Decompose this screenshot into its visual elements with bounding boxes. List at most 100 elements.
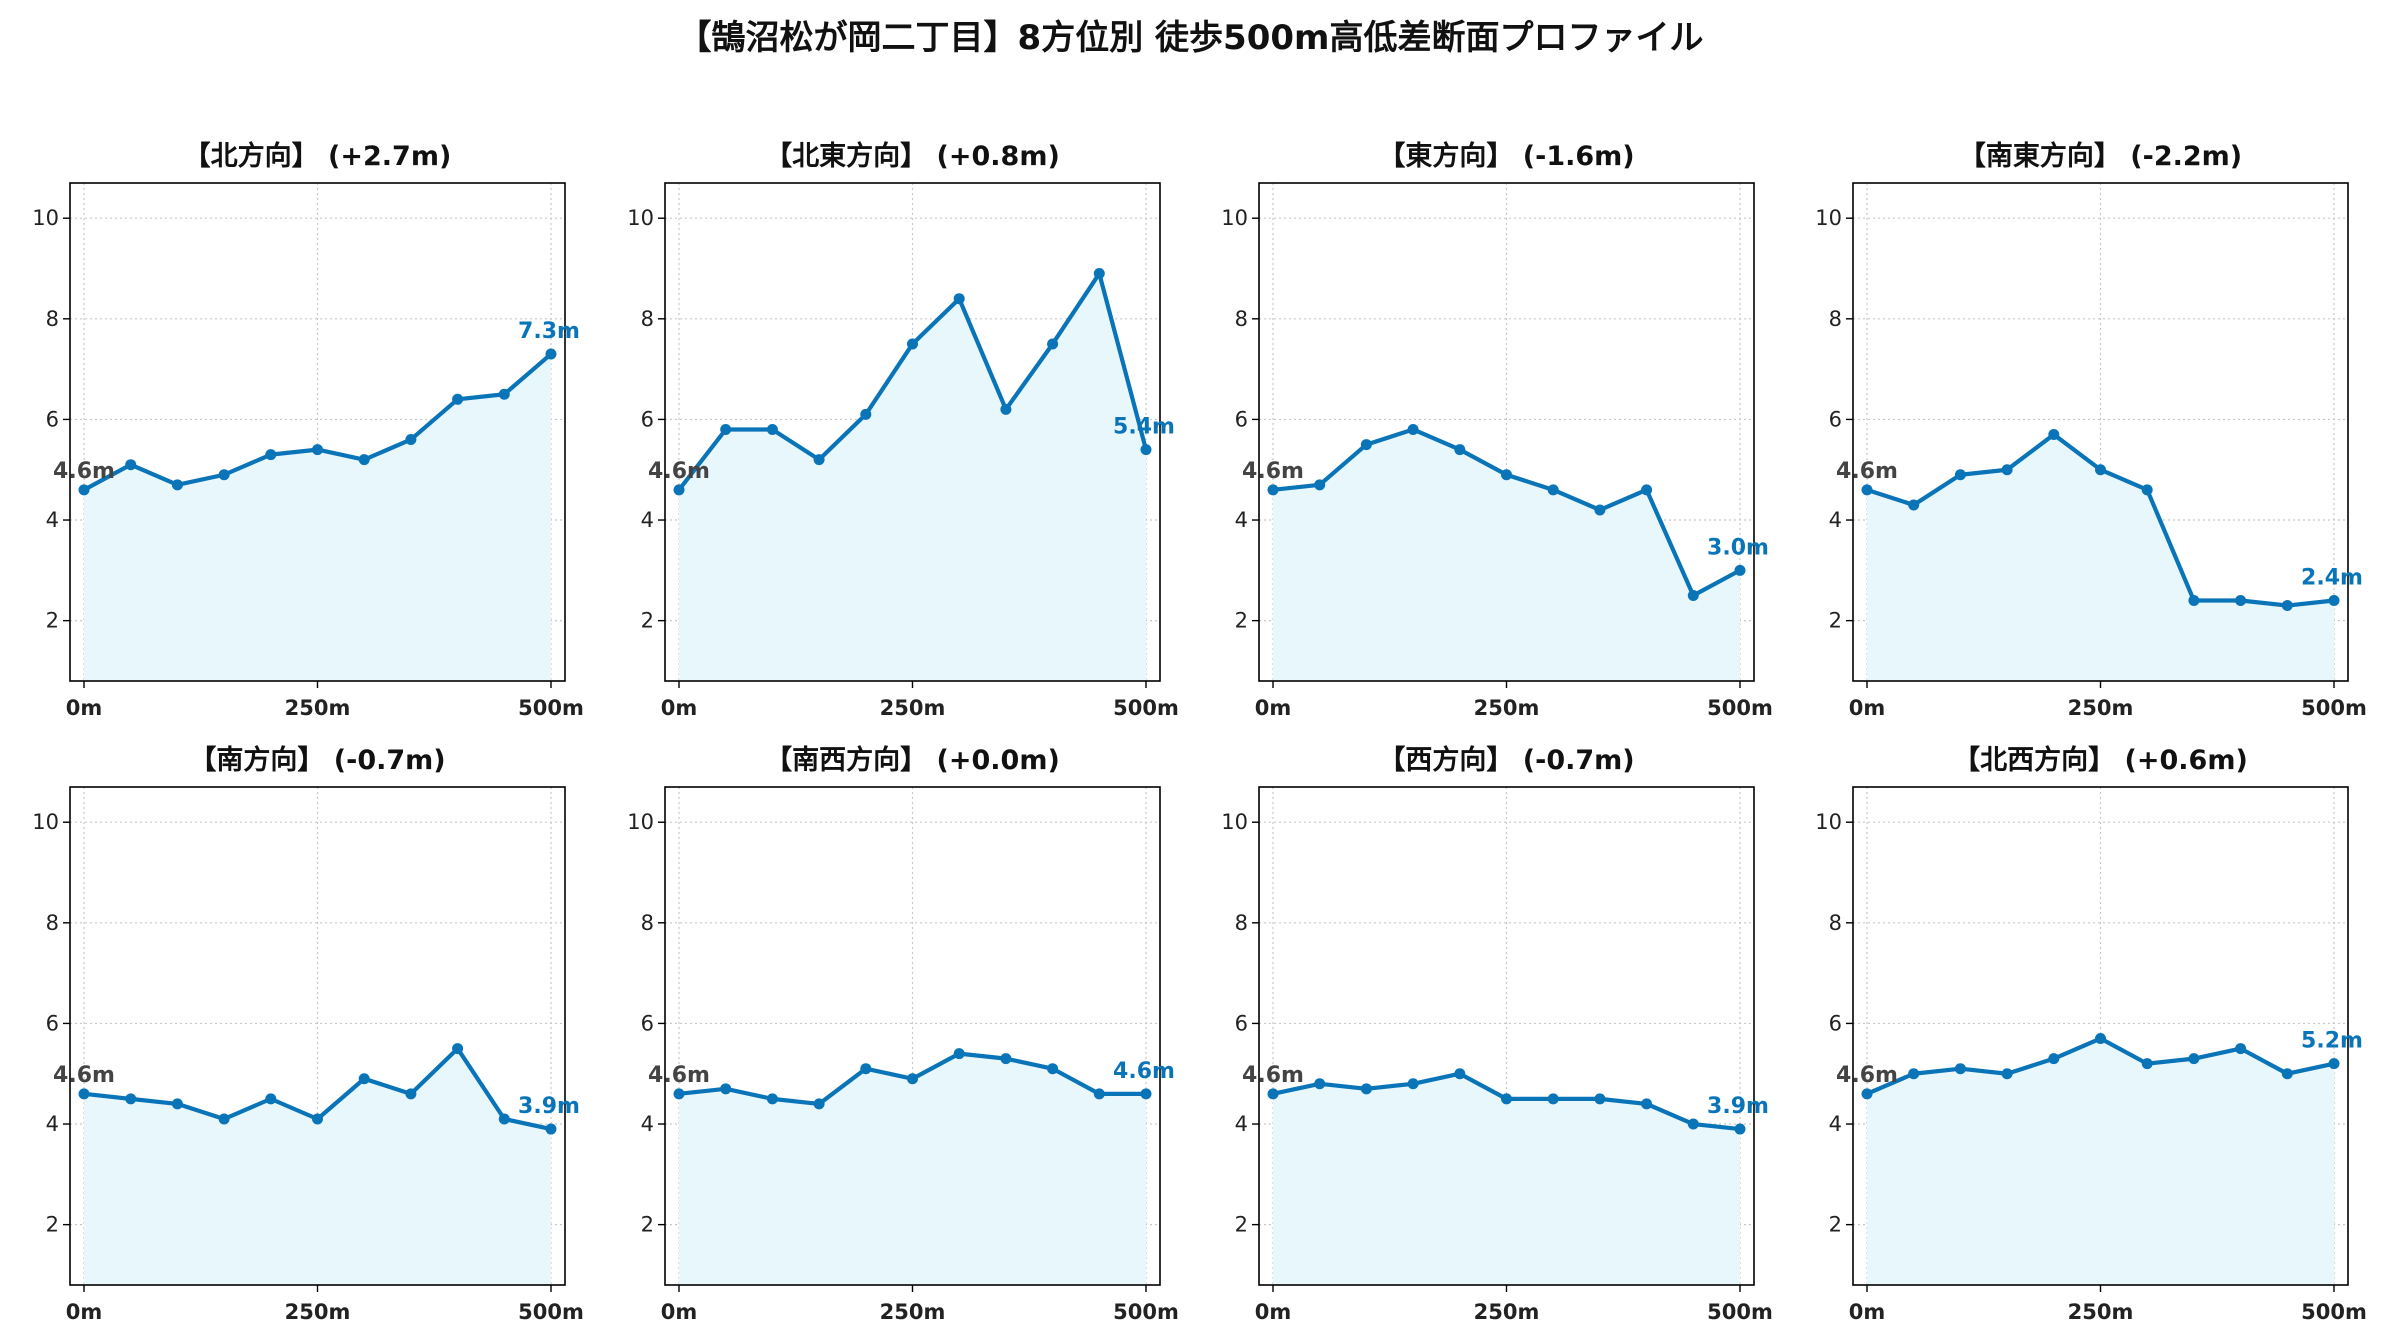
start-elevation-label: 4.6m	[1836, 459, 1898, 484]
data-point	[1360, 439, 1372, 451]
y-tick-label: 8	[1829, 307, 1842, 331]
area-fill	[1273, 1073, 1740, 1285]
data-point	[673, 1088, 685, 1100]
y-tick-label: 6	[1829, 1011, 1842, 1035]
data-point	[171, 1098, 183, 1110]
data-point	[171, 479, 183, 491]
chart-title: 【北西方向】 (+0.6m)	[1953, 744, 2248, 776]
x-tick-label: 250m	[880, 1300, 946, 1324]
data-point	[2188, 595, 2200, 607]
y-tick-label: 2	[1235, 1213, 1248, 1237]
data-point	[1454, 1068, 1466, 1080]
y-tick-label: 8	[46, 307, 59, 331]
data-point	[218, 469, 230, 481]
end-elevation-label: 7.3m	[518, 319, 580, 344]
x-tick-label: 250m	[2068, 696, 2134, 720]
data-point	[1093, 1088, 1105, 1100]
y-tick-label: 10	[1221, 206, 1248, 230]
y-tick-label: 6	[46, 1011, 59, 1035]
y-tick-label: 2	[641, 609, 654, 633]
y-tick-label: 8	[1235, 911, 1248, 935]
x-tick-label: 250m	[880, 696, 946, 720]
data-point	[720, 423, 732, 435]
data-point	[498, 1113, 510, 1125]
data-point	[813, 454, 825, 466]
data-point	[1000, 403, 1012, 415]
data-point	[2048, 1053, 2060, 1065]
data-point	[1908, 1068, 1920, 1080]
chart-title: 【南東方向】 (-2.2m)	[1959, 140, 2242, 172]
chart-title: 【東方向】 (-1.6m)	[1378, 140, 1634, 172]
end-elevation-label: 5.2m	[2301, 1029, 2363, 1054]
data-point	[1734, 1123, 1746, 1135]
y-tick-label: 10	[1221, 810, 1248, 834]
x-tick-label: 500m	[1113, 696, 1179, 720]
data-point	[1547, 484, 1559, 496]
data-point	[766, 423, 778, 435]
y-tick-label: 10	[32, 810, 59, 834]
x-tick-label: 0m	[1255, 696, 1292, 720]
x-tick-label: 250m	[285, 1300, 351, 1324]
data-point	[673, 484, 685, 496]
y-tick-label: 10	[32, 206, 59, 230]
chart-title: 【北東方向】 (+0.8m)	[765, 140, 1060, 172]
data-point	[720, 1083, 732, 1095]
data-point	[1000, 1053, 1012, 1065]
profile-chart: 【東方向】 (-1.6m) 2 4 6 8 10 0m 250m 500m 4.6m 3.0m	[1221, 140, 1773, 720]
data-point	[78, 484, 90, 496]
data-point	[312, 444, 323, 456]
data-point	[907, 1073, 918, 1085]
end-elevation-label: 4.6m	[1113, 1059, 1175, 1084]
data-point	[1954, 469, 1966, 481]
data-point	[953, 293, 965, 305]
data-point	[1047, 1063, 1059, 1075]
data-point	[358, 454, 370, 466]
y-tick-label: 4	[641, 508, 654, 532]
y-tick-label: 4	[641, 1112, 654, 1136]
data-point	[1047, 338, 1059, 350]
data-point	[545, 348, 557, 360]
data-point	[766, 1093, 778, 1105]
data-point	[1360, 1083, 1372, 1095]
data-point	[1594, 1093, 1606, 1105]
x-tick-label: 250m	[2068, 1300, 2134, 1324]
data-point	[1140, 444, 1152, 456]
profile-chart: 【南東方向】 (-2.2m) 2 4 6 8 10 0m 250m 500m 4.6m 2.4m	[1815, 140, 2367, 720]
x-tick-label: 0m	[1255, 1300, 1292, 1324]
data-point	[2235, 595, 2247, 607]
y-tick-label: 10	[627, 206, 654, 230]
data-point	[1407, 423, 1419, 435]
start-elevation-label: 4.6m	[648, 459, 710, 484]
data-point	[2048, 429, 2060, 441]
y-tick-label: 2	[641, 1213, 654, 1237]
data-point	[125, 1093, 137, 1105]
data-point	[2281, 600, 2293, 612]
x-tick-label: 0m	[66, 696, 103, 720]
data-point	[813, 1098, 825, 1110]
data-point	[907, 338, 918, 350]
y-tick-label: 8	[1235, 307, 1248, 331]
x-tick-label: 500m	[518, 1300, 584, 1324]
data-point	[1954, 1063, 1966, 1075]
data-point	[860, 1063, 872, 1075]
y-tick-label: 6	[1235, 407, 1248, 431]
data-point	[1641, 1098, 1653, 1110]
y-tick-label: 4	[46, 1112, 59, 1136]
area-fill	[1867, 1038, 2334, 1285]
data-point	[1547, 1093, 1559, 1105]
y-tick-label: 8	[1829, 911, 1842, 935]
data-point	[2328, 595, 2340, 607]
start-elevation-label: 4.6m	[648, 1063, 710, 1088]
data-point	[1314, 1078, 1326, 1090]
y-tick-label: 2	[46, 1213, 59, 1237]
chart-title: 【南西方向】 (+0.0m)	[765, 744, 1060, 776]
y-tick-label: 6	[641, 1011, 654, 1035]
y-tick-label: 8	[641, 307, 654, 331]
y-tick-label: 8	[641, 911, 654, 935]
figure-title: 【鵠沼松が岡二丁目】8方位別 徒歩500m高低差断面プロファイル	[677, 18, 1704, 58]
data-point	[452, 393, 464, 405]
y-tick-label: 2	[1829, 609, 1842, 633]
data-point	[125, 459, 137, 471]
x-tick-label: 250m	[1474, 696, 1540, 720]
